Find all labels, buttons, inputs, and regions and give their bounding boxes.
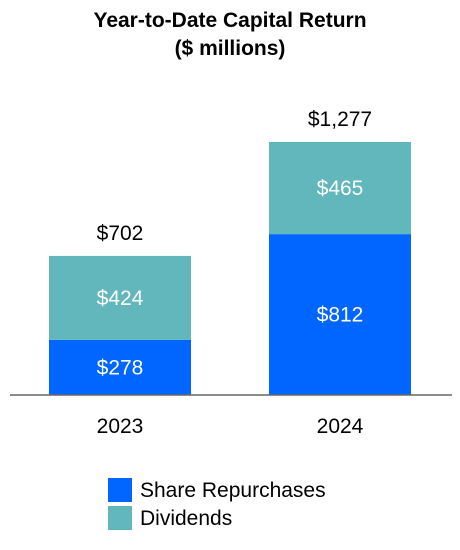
x-tick-label-2024: 2024 — [317, 415, 364, 438]
bar-2024-dividends — [269, 142, 411, 235]
bar-2023-dividends — [49, 255, 191, 340]
data-label-2024-dividends: $465 — [317, 177, 364, 200]
legend-swatch-dividends — [108, 506, 132, 530]
x-tick-labels: 2023 2024 — [97, 415, 364, 438]
legend-label-dividends: Dividends — [140, 507, 232, 530]
chart-title-line-1: Year-to-Date Capital Return — [93, 9, 366, 32]
bar-2024-share-repurchases — [269, 234, 411, 395]
legend: Share Repurchases Dividends — [108, 478, 326, 530]
data-label-2023-dividends: $424 — [97, 287, 144, 310]
chart-title-line-2: ($ millions) — [175, 37, 286, 60]
total-label-2024: $1,277 — [308, 108, 372, 131]
bar-2023-share-repurchases — [49, 339, 191, 395]
bars-group: $278 $424 $702 $812 $465 $1,277 — [49, 108, 411, 395]
data-label-2023-share-repurchases: $278 — [97, 356, 144, 379]
data-label-2024-share-repurchases: $812 — [317, 304, 364, 327]
legend-label-share-repurchases: Share Repurchases — [140, 479, 326, 502]
x-tick-label-2023: 2023 — [97, 415, 144, 438]
legend-swatch-share-repurchases — [108, 478, 132, 502]
total-label-2023: $702 — [97, 222, 144, 245]
